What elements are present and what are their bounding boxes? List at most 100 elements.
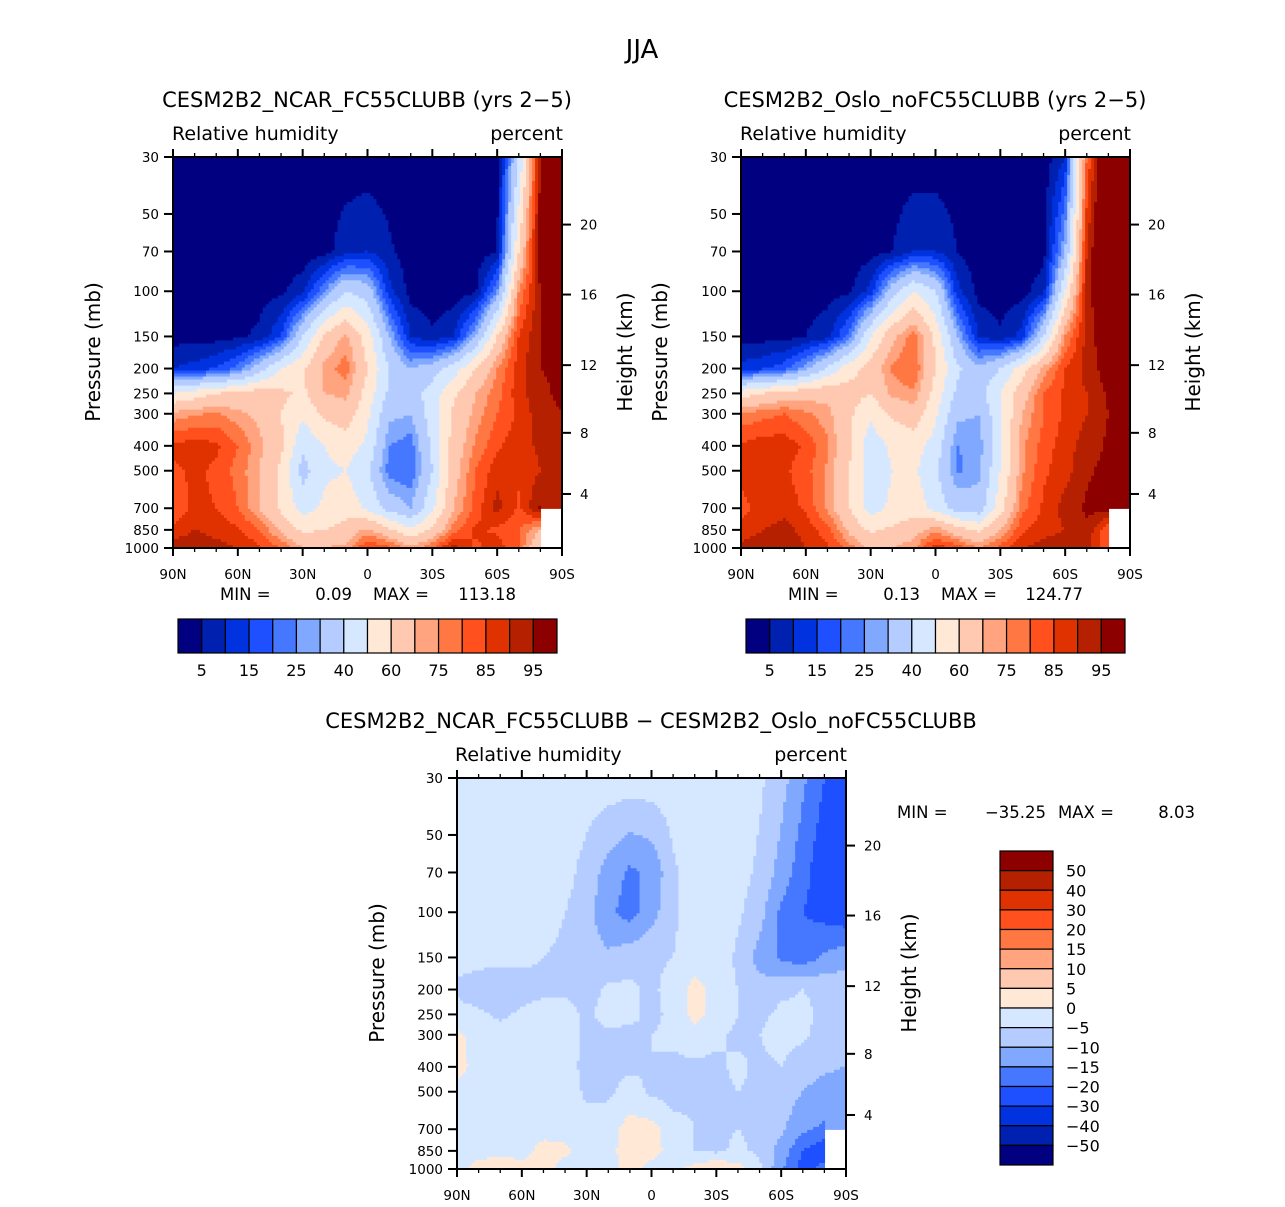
contour-cell	[376, 541, 396, 546]
contour-cell	[430, 448, 440, 453]
contour-cell	[337, 298, 366, 302]
contour-cell	[259, 496, 279, 501]
contour-cell	[950, 286, 955, 290]
contour-cell	[935, 415, 949, 420]
contour-cell	[532, 328, 542, 333]
contour-cell	[1076, 160, 1080, 164]
contour-cell	[950, 277, 958, 281]
contour-cell	[821, 376, 856, 381]
contour-cell	[505, 193, 509, 197]
contour-cell	[1043, 298, 1047, 302]
contour-cell	[1067, 259, 1071, 263]
contour-cell	[502, 160, 506, 164]
contour-cell	[505, 232, 509, 236]
contour-cell	[505, 349, 512, 354]
contour-cell	[373, 280, 381, 284]
contour-cell	[1106, 397, 1131, 402]
contour-cell	[173, 229, 339, 233]
contour-cell	[944, 427, 958, 432]
contour-cell	[379, 256, 399, 260]
contour-cell	[1064, 307, 1074, 311]
contour-cell	[1085, 178, 1089, 182]
contour-cell	[1076, 211, 1080, 215]
contour-cell	[361, 340, 375, 345]
contour-cell	[517, 310, 521, 314]
contour-cell	[388, 379, 434, 384]
contour-cell	[809, 325, 835, 330]
contour-cell	[517, 505, 521, 510]
contour-cell	[878, 346, 892, 351]
contour-cell	[541, 508, 563, 513]
contour-cell	[869, 424, 874, 429]
contour-cell	[1058, 313, 1065, 318]
contour-cell	[845, 319, 856, 324]
contour-cell	[382, 478, 396, 483]
contour-cell	[1070, 196, 1074, 200]
contour-cell	[478, 352, 491, 357]
contour-cell	[511, 280, 515, 284]
contour-cell	[187, 508, 219, 513]
contour-cell	[331, 328, 357, 333]
contour-cell	[514, 364, 527, 369]
contour-cell	[1037, 388, 1047, 393]
contour-cell	[475, 472, 488, 477]
contour-cell	[499, 157, 503, 161]
contour-cell	[173, 424, 240, 429]
contour-cell	[173, 181, 500, 185]
contour-cell	[538, 208, 563, 212]
contour-cell	[842, 346, 856, 351]
contour-cell	[1082, 367, 1098, 372]
contour-cell	[1073, 232, 1077, 236]
contour-cell	[1082, 424, 1107, 429]
contour-cell	[448, 445, 464, 450]
contour-cell	[373, 349, 384, 354]
contour-cell	[487, 400, 500, 405]
contour-cell	[505, 235, 509, 239]
contour-cell	[878, 289, 883, 293]
contour-cell	[511, 295, 518, 299]
contour-cell	[502, 271, 509, 275]
contour-cell	[505, 277, 512, 281]
contour-cell	[439, 370, 458, 375]
contour-cell	[535, 535, 542, 540]
contour-cell	[508, 328, 512, 333]
contour-cell	[373, 274, 384, 278]
contour-cell	[505, 436, 533, 441]
contour-cell	[1067, 184, 1071, 188]
contour-cell	[322, 496, 360, 501]
contour-cell	[499, 208, 503, 212]
contour-cell	[289, 394, 309, 399]
contour-cell	[1058, 208, 1065, 212]
contour-cell	[373, 400, 384, 405]
contour-cell	[373, 283, 381, 287]
contour-cell	[1085, 214, 1092, 218]
contour-cell	[523, 193, 530, 197]
contour-cell	[1001, 427, 1011, 432]
contour-cell	[986, 307, 1011, 311]
contour-cell	[385, 442, 393, 447]
contour-cell	[887, 328, 907, 333]
contour-cell	[349, 538, 360, 543]
contour-cell	[541, 346, 563, 351]
contour-cell	[526, 217, 530, 221]
contour-cell	[1046, 388, 1062, 393]
contour-cell	[1043, 292, 1047, 296]
contour-cell	[259, 487, 279, 492]
contour-cell	[463, 442, 476, 447]
contour-cell	[896, 358, 919, 363]
contour-cell	[1094, 226, 1131, 230]
contour-cell	[430, 439, 440, 444]
contour-cell	[1094, 334, 1131, 339]
contour-cell	[511, 271, 515, 275]
contour-cell	[331, 478, 351, 483]
contour-cell	[496, 451, 536, 456]
contour-cell	[523, 157, 527, 161]
contour-cell	[947, 367, 964, 372]
contour-cell	[484, 382, 494, 387]
contour-cell	[319, 499, 360, 504]
contour-cell	[292, 349, 306, 354]
contour-cell	[505, 220, 509, 224]
contour-cell	[1076, 310, 1080, 314]
contour-cell	[499, 178, 503, 182]
contour-cell	[475, 436, 491, 441]
